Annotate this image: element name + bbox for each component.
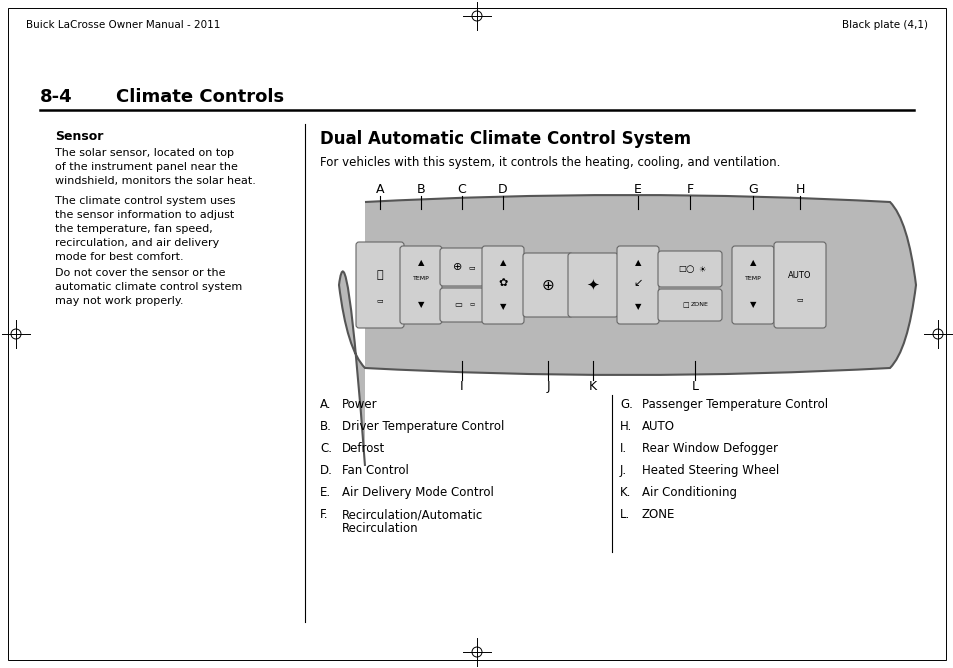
- Text: Passenger Temperature Control: Passenger Temperature Control: [641, 398, 827, 411]
- Text: ✿: ✿: [497, 278, 507, 288]
- Text: Dual Automatic Climate Control System: Dual Automatic Climate Control System: [319, 130, 690, 148]
- Text: ZONE: ZONE: [641, 508, 675, 521]
- Text: Power: Power: [341, 398, 377, 411]
- Text: Recirculation: Recirculation: [341, 522, 418, 535]
- Text: Driver Temperature Control: Driver Temperature Control: [341, 420, 504, 433]
- Text: K: K: [588, 380, 597, 393]
- FancyBboxPatch shape: [658, 289, 721, 321]
- Text: ▼: ▼: [634, 303, 640, 311]
- Text: K.: K.: [619, 486, 631, 499]
- Text: B.: B.: [319, 420, 332, 433]
- Text: ▲: ▲: [499, 259, 506, 267]
- Text: J.: J.: [619, 464, 626, 477]
- Text: ▼: ▼: [499, 303, 506, 311]
- Text: ▲: ▲: [634, 259, 640, 267]
- Text: Climate Controls: Climate Controls: [116, 88, 284, 106]
- Text: I: I: [459, 380, 463, 393]
- Text: AUTO: AUTO: [641, 420, 675, 433]
- Text: ▲: ▲: [417, 259, 424, 267]
- Text: H: H: [795, 183, 803, 196]
- Text: The solar sensor, located on top
of the instrument panel near the
windshield, mo: The solar sensor, located on top of the …: [55, 148, 255, 186]
- Text: L.: L.: [619, 508, 630, 521]
- FancyBboxPatch shape: [399, 246, 441, 324]
- Text: Air Delivery Mode Control: Air Delivery Mode Control: [341, 486, 494, 499]
- Text: B: B: [416, 183, 425, 196]
- Text: D: D: [497, 183, 507, 196]
- Text: AUTO: AUTO: [787, 271, 811, 279]
- Text: A: A: [375, 183, 384, 196]
- FancyBboxPatch shape: [731, 246, 773, 324]
- Text: F: F: [686, 183, 693, 196]
- Text: Sensor: Sensor: [55, 130, 103, 143]
- Text: Recirculation/Automatic: Recirculation/Automatic: [341, 508, 483, 521]
- Text: Black plate (4,1): Black plate (4,1): [841, 20, 927, 30]
- Text: ⊕: ⊕: [453, 262, 462, 272]
- Text: □: □: [682, 302, 689, 308]
- Text: A.: A.: [319, 398, 331, 411]
- Text: ✦: ✦: [586, 277, 598, 293]
- Text: Rear Window Defogger: Rear Window Defogger: [641, 442, 778, 455]
- Text: ▼: ▼: [749, 301, 756, 309]
- Text: ⏻: ⏻: [376, 270, 383, 280]
- Text: ▭: ▭: [376, 297, 383, 303]
- Text: ▼: ▼: [417, 301, 424, 309]
- Text: J: J: [546, 380, 549, 393]
- Text: Heated Steering Wheel: Heated Steering Wheel: [641, 464, 779, 477]
- FancyBboxPatch shape: [617, 246, 659, 324]
- Text: ○: ○: [685, 264, 694, 274]
- Text: Defrost: Defrost: [341, 442, 385, 455]
- PathPatch shape: [338, 195, 915, 375]
- Text: D.: D.: [319, 464, 333, 477]
- FancyBboxPatch shape: [773, 242, 825, 328]
- Text: H.: H.: [619, 420, 632, 433]
- Text: Do not cover the sensor or the
automatic climate control system
may not work pro: Do not cover the sensor or the automatic…: [55, 268, 242, 306]
- Text: 8-4: 8-4: [40, 88, 72, 106]
- Text: □: □: [678, 265, 685, 273]
- FancyBboxPatch shape: [567, 253, 618, 317]
- Text: For vehicles with this system, it controls the heating, cooling, and ventilation: For vehicles with this system, it contro…: [319, 156, 780, 169]
- Text: TEMP: TEMP: [744, 275, 760, 281]
- Text: ☀: ☀: [698, 265, 705, 273]
- Text: E: E: [634, 183, 641, 196]
- Text: I.: I.: [619, 442, 626, 455]
- Text: G: G: [747, 183, 757, 196]
- Text: The climate control system uses
the sensor information to adjust
the temperature: The climate control system uses the sens…: [55, 196, 235, 262]
- Text: L: L: [691, 380, 698, 393]
- Text: Air Conditioning: Air Conditioning: [641, 486, 737, 499]
- Text: ▭: ▭: [454, 301, 461, 309]
- Text: Fan Control: Fan Control: [341, 464, 409, 477]
- FancyBboxPatch shape: [439, 288, 483, 322]
- Text: ⊕: ⊕: [541, 277, 554, 293]
- Text: F.: F.: [319, 508, 328, 521]
- Text: ZONE: ZONE: [690, 303, 708, 307]
- FancyBboxPatch shape: [439, 248, 483, 286]
- Text: ▲: ▲: [749, 259, 756, 267]
- Text: ▭: ▭: [468, 264, 475, 270]
- Text: ▭: ▭: [469, 303, 475, 307]
- FancyBboxPatch shape: [355, 242, 403, 328]
- Text: ▭: ▭: [796, 296, 802, 302]
- Text: TEMP: TEMP: [413, 275, 429, 281]
- Text: C: C: [457, 183, 466, 196]
- FancyBboxPatch shape: [481, 246, 523, 324]
- Text: C.: C.: [319, 442, 332, 455]
- Text: ↙: ↙: [633, 278, 642, 288]
- FancyBboxPatch shape: [522, 253, 573, 317]
- Text: Buick LaCrosse Owner Manual - 2011: Buick LaCrosse Owner Manual - 2011: [26, 20, 220, 30]
- FancyBboxPatch shape: [658, 251, 721, 287]
- Text: G.: G.: [619, 398, 632, 411]
- Text: E.: E.: [319, 486, 331, 499]
